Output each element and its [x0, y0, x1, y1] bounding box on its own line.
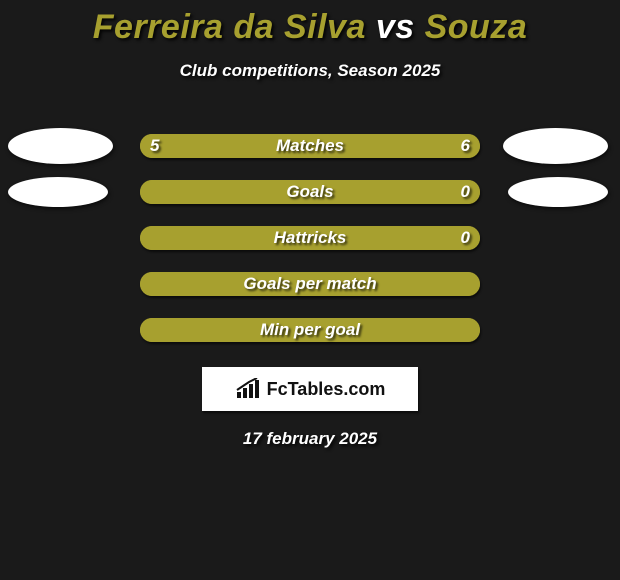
comparison-title: Ferreira da Silva vs Souza: [0, 0, 620, 47]
stat-row-mpg: Min per goal: [0, 307, 620, 353]
player2-avatar: [508, 177, 608, 207]
vs-text: vs: [376, 8, 415, 46]
stat-row-matches: 5 Matches 6: [0, 123, 620, 169]
player1-avatar: [8, 177, 108, 207]
subtitle: Club competitions, Season 2025: [0, 61, 620, 81]
bar-left: [140, 272, 480, 296]
branding-badge: FcTables.com: [202, 367, 418, 411]
stat-row-gpm: Goals per match: [0, 261, 620, 307]
bar-left: [140, 318, 480, 342]
bar-right: [295, 134, 480, 158]
stat-value-left: 5: [150, 136, 159, 156]
stat-value-right: 0: [461, 228, 470, 248]
player1-avatar: [8, 128, 113, 164]
stat-value-right: 0: [461, 182, 470, 202]
comparison-chart: 5 Matches 6 Goals 0 Hattricks 0 Goals pe…: [0, 123, 620, 353]
bar-track: [140, 272, 480, 296]
chart-icon: [235, 378, 261, 400]
player2-name: Souza: [425, 8, 528, 46]
player1-name: Ferreira da Silva: [93, 8, 366, 46]
bar-track: [140, 180, 480, 204]
bar-left: [140, 180, 480, 204]
bar-track: [140, 226, 480, 250]
stat-row-hattricks: Hattricks 0: [0, 215, 620, 261]
bar-left: [140, 226, 480, 250]
bar-track: [140, 134, 480, 158]
bar-track: [140, 318, 480, 342]
stat-row-goals: Goals 0: [0, 169, 620, 215]
player2-avatar: [503, 128, 608, 164]
stat-value-right: 6: [461, 136, 470, 156]
bar-left: [140, 134, 295, 158]
date-text: 17 february 2025: [0, 429, 620, 449]
branding-text: FcTables.com: [267, 379, 386, 400]
